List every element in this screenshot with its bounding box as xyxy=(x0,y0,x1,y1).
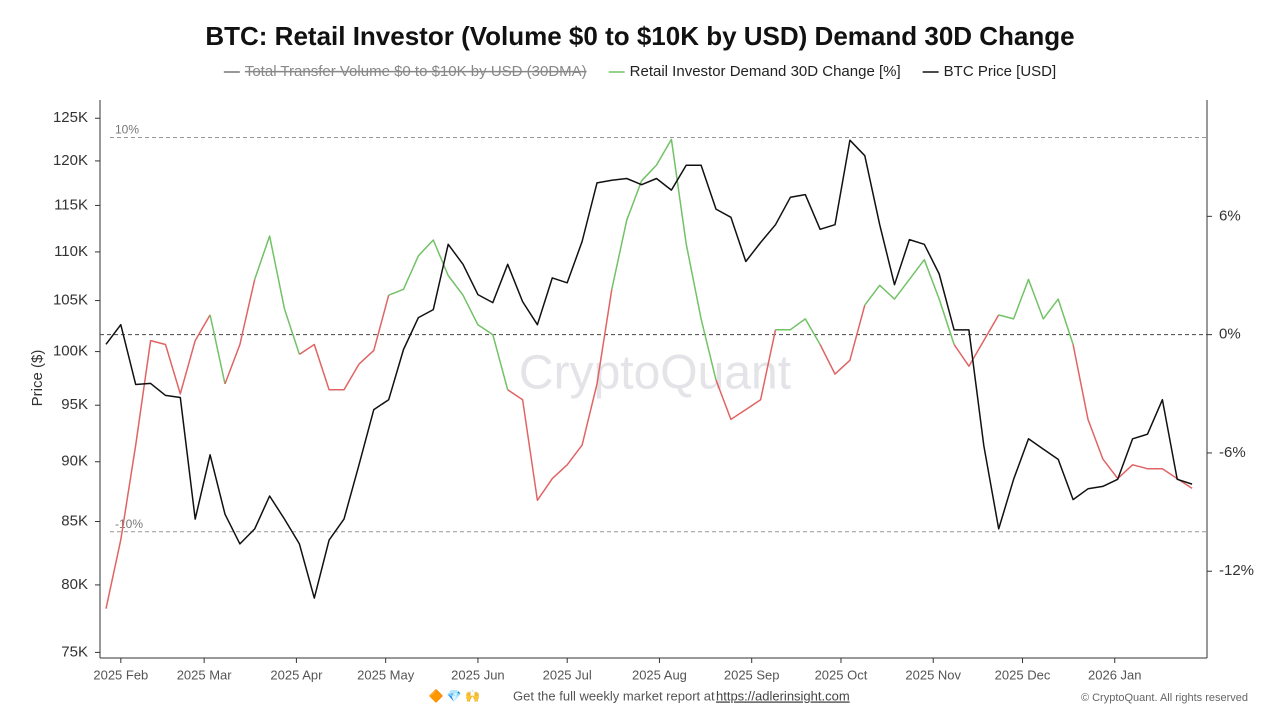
data-line xyxy=(209,314,226,385)
x-tick-label: 2025 Apr xyxy=(270,667,323,682)
y-tick-label: 115K xyxy=(54,196,88,213)
y-tick-label: 75K xyxy=(61,643,88,660)
footer-icons: 🔶 💎 🙌 xyxy=(429,689,481,703)
data-line xyxy=(105,139,1193,599)
reference-label: -10% xyxy=(115,517,143,531)
y-tick-label: 100K xyxy=(53,343,88,360)
y-tick-label: 80K xyxy=(61,576,88,593)
legend-label: Total Transfer Volume $0 to $10K by USD … xyxy=(245,63,587,80)
x-tick-label: 2025 Jul xyxy=(543,667,592,682)
x-tick-label: 2025 Dec xyxy=(995,667,1051,682)
x-tick-label: 2025 Aug xyxy=(632,667,687,682)
y-tick-label: 110K xyxy=(54,243,88,260)
legend: Total Transfer Volume $0 to $10K by USD … xyxy=(223,63,1057,80)
data-line xyxy=(998,278,1074,345)
x-tick-label: 2025 Sep xyxy=(724,667,780,682)
data-line xyxy=(819,304,866,375)
data-line xyxy=(715,329,777,421)
x-tick-label: 2025 May xyxy=(357,667,415,682)
legend-label: Retail Investor Demand 30D Change [%] xyxy=(630,63,901,80)
copyright: © CryptoQuant. All rights reserved xyxy=(1081,692,1248,704)
x-tick-label: 2026 Jan xyxy=(1088,667,1142,682)
y2-tick-label: -6% xyxy=(1219,444,1246,461)
x-tick-label: 2025 Oct xyxy=(815,667,868,682)
x-tick-label: 2025 Feb xyxy=(93,667,148,682)
data-line xyxy=(611,138,717,381)
y-axis-label: Price ($) xyxy=(29,350,46,407)
footer-link[interactable]: https://adlerinsight.com xyxy=(716,688,850,703)
x-tick-label: 2025 Mar xyxy=(177,667,233,682)
watermark: CryptoQuant xyxy=(519,347,791,400)
y-tick-label: 90K xyxy=(61,453,88,470)
data-line xyxy=(105,314,211,609)
x-tick-label: 2025 Jun xyxy=(451,667,505,682)
y-tick-label: 85K xyxy=(61,512,88,529)
footer-text: Get the full weekly market report at xyxy=(513,688,715,703)
chart-title: BTC: Retail Investor (Volume $0 to $10K … xyxy=(205,21,1074,51)
data-line xyxy=(1072,344,1193,490)
y2-tick-label: 6% xyxy=(1219,207,1241,224)
reference-label: 10% xyxy=(115,123,139,137)
legend-label: BTC Price [USD] xyxy=(944,63,1057,80)
data-line xyxy=(388,239,509,390)
data-line xyxy=(224,279,256,385)
y-tick-label: 125K xyxy=(53,109,88,126)
data-line xyxy=(253,235,301,355)
y2-tick-label: -12% xyxy=(1219,562,1254,579)
y-tick-label: 95K xyxy=(61,396,88,413)
x-tick-label: 2025 Nov xyxy=(905,667,961,682)
data-line xyxy=(507,289,613,502)
data-line xyxy=(953,314,1000,367)
y-tick-label: 120K xyxy=(53,152,88,169)
data-line xyxy=(864,258,955,345)
data-line xyxy=(298,295,390,391)
y2-tick-label: 0% xyxy=(1219,326,1241,343)
data-line xyxy=(775,318,821,345)
y-tick-label: 105K xyxy=(53,292,88,309)
